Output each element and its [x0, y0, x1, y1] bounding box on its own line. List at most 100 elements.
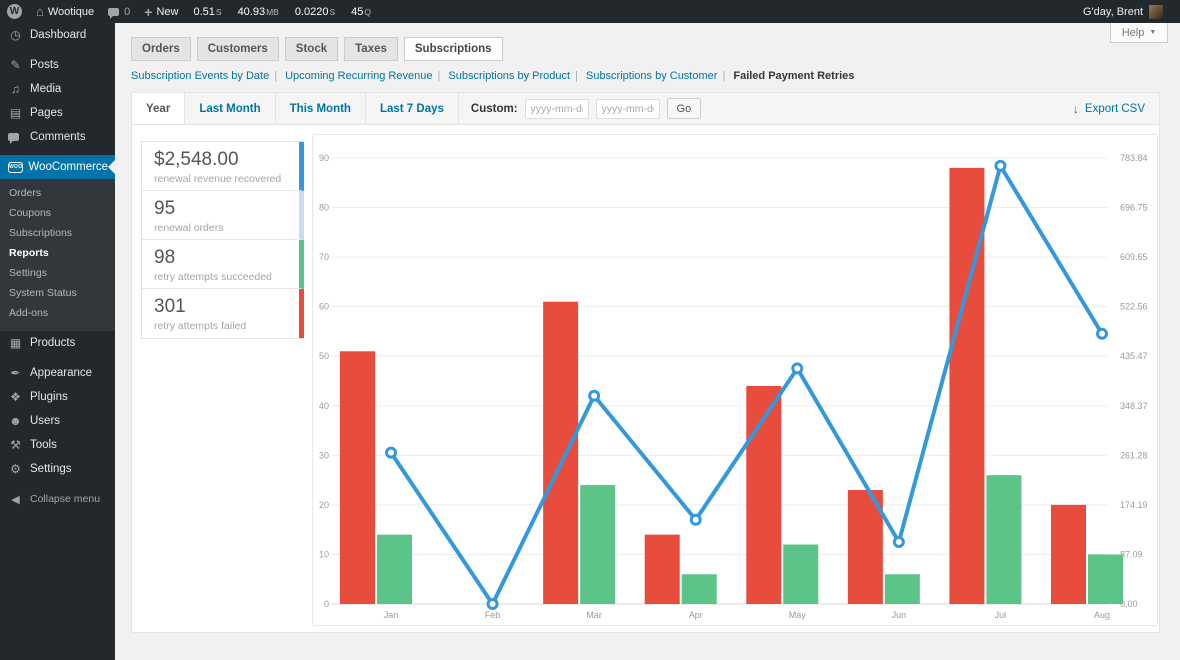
svg-text:0: 0 — [324, 599, 329, 609]
legend-retry-attempts-failed[interactable]: 301 retry attempts failed — [142, 289, 304, 338]
svg-text:Jun: Jun — [892, 610, 907, 620]
sidebar-item-label: Comments — [30, 131, 86, 143]
subnav-upcoming-recurring-revenue[interactable]: Upcoming Recurring Revenue — [285, 70, 433, 82]
go-button[interactable]: Go — [666, 98, 702, 119]
report-panel: Year Last Month This Month Last 7 Days C… — [131, 92, 1160, 633]
report-tabs: Orders Customers Stock Taxes Subscriptio… — [115, 23, 1180, 61]
tab-subscriptions[interactable]: Subscriptions — [403, 37, 503, 61]
products-icon: ▦ — [9, 336, 22, 350]
legend-label: retry attempts failed — [154, 319, 247, 332]
site-link[interactable]: ⌂ Wootique — [29, 0, 101, 23]
sidebar-item-comments[interactable]: Comments — [0, 125, 115, 149]
sidebar-item-products[interactable]: ▦ Products — [0, 331, 115, 355]
legend-label: renewal orders — [154, 221, 224, 234]
legend-value: 98 — [154, 247, 176, 268]
submenu-item-reports[interactable]: Reports — [9, 247, 49, 259]
new-content-button[interactable]: + New — [137, 0, 185, 23]
svg-text:May: May — [789, 610, 807, 620]
sidebar-item-media[interactable]: ♫ Media — [0, 77, 115, 101]
svg-text:522.56: 522.56 — [1120, 302, 1148, 312]
retries-chart[interactable]: 0 0.00 10 87.09 20 174.19 30 261.28 40 348.37 50 43… — [312, 134, 1158, 626]
range-tab-this-month[interactable]: This Month — [276, 93, 366, 124]
tab-customers[interactable]: Customers — [196, 37, 279, 61]
sidebar-item-plugins[interactable]: ❖ Plugins — [0, 385, 115, 409]
date-from-input[interactable] — [524, 98, 589, 119]
svg-text:87.09: 87.09 — [1120, 549, 1143, 559]
sidebar-item-posts[interactable]: ✎ Posts — [0, 53, 115, 77]
users-icon: ☻ — [9, 414, 22, 428]
comments-icon — [8, 130, 23, 144]
collapse-arrow-icon: ◀ — [11, 493, 20, 506]
report-body: $2,548.00 renewal revenue recovered 95 r… — [132, 125, 1159, 633]
svg-text:20: 20 — [319, 500, 329, 510]
perf-unit: MB — [266, 6, 279, 17]
help-button[interactable]: Help ▼ — [1110, 23, 1168, 43]
submenu-item-add-ons[interactable]: Add-ons — [9, 307, 49, 319]
sidebar-item-label: Tools — [30, 439, 57, 451]
plus-icon: + — [144, 3, 153, 20]
svg-text:Apr: Apr — [689, 610, 703, 620]
perf-value: 45 — [351, 5, 364, 18]
legend-value: 95 — [154, 198, 176, 219]
submenu-item-system-status[interactable]: System Status — [9, 287, 77, 299]
chart-canvas[interactable]: 0 0.00 10 87.09 20 174.19 30 261.28 40 348.37 50 43… — [313, 135, 1157, 625]
tab-stock[interactable]: Stock — [284, 37, 339, 61]
perf-stat-queries[interactable]: 45 Q — [343, 0, 379, 23]
subnav-separator: | — [437, 70, 441, 82]
sidebar-item-label: Products — [30, 337, 76, 349]
legend-value: 301 — [154, 296, 186, 317]
svg-text:Jan: Jan — [384, 610, 399, 620]
subnav-subscriptions-by-product[interactable]: Subscriptions by Product — [448, 70, 571, 82]
subnav-subscription-events-by-date[interactable]: Subscription Events by Date — [131, 70, 270, 82]
export-csv-link[interactable]: ↓ Export CSV — [1059, 93, 1159, 124]
tab-orders[interactable]: Orders — [131, 37, 191, 61]
comment-bubble-icon — [108, 7, 120, 19]
comments-shortcut[interactable]: 0 — [101, 0, 137, 23]
download-icon: ↓ — [1072, 101, 1079, 116]
range-tab-last-7-days[interactable]: Last 7 Days — [366, 93, 459, 124]
subnav-failed-payment-retries: Failed Payment Retries — [733, 70, 855, 82]
sidebar-item-label: Appearance — [30, 367, 93, 379]
perf-unit: Q — [364, 6, 372, 17]
perf-stat-memory[interactable]: 40.93 MB — [230, 0, 287, 23]
sidebar-item-label: Pages — [30, 107, 63, 119]
tab-taxes[interactable]: Taxes — [344, 37, 398, 61]
legend-retry-attempts-succeeded[interactable]: 98 retry attempts succeeded — [142, 240, 304, 289]
sidebar-item-appearance[interactable]: ✒ Appearance — [0, 361, 115, 385]
submenu-item-orders[interactable]: Orders — [9, 187, 42, 199]
submenu-item-coupons[interactable]: Coupons — [9, 207, 52, 219]
sidebar-item-users[interactable]: ☻ Users — [0, 409, 115, 433]
chevron-down-icon: ▼ — [1149, 29, 1157, 36]
submenu-item-settings[interactable]: Settings — [9, 267, 47, 279]
date-to-input[interactable] — [595, 98, 660, 119]
range-tab-last-month[interactable]: Last Month — [185, 93, 276, 124]
wordpress-logo-icon: W — [7, 4, 22, 19]
pages-icon: ▤ — [9, 106, 22, 120]
new-label: New — [156, 5, 179, 18]
settings-icon: ⚙ — [10, 462, 21, 476]
appearance-icon: ✒ — [10, 366, 21, 380]
svg-text:70: 70 — [319, 252, 329, 262]
legend-renewal-revenue-recovered[interactable]: $2,548.00 renewal revenue recovered — [142, 142, 304, 191]
user-avatar — [1149, 4, 1163, 19]
collapse-menu-button[interactable]: ◀ Collapse menu — [0, 487, 115, 511]
submenu-item-subscriptions[interactable]: Subscriptions — [9, 227, 73, 239]
svg-text:783.84: 783.84 — [1120, 153, 1148, 163]
woocommerce-submenu: Orders Coupons Subscriptions Reports Set… — [0, 179, 115, 331]
sidebar-item-label: Media — [30, 83, 62, 95]
sidebar-item-settings[interactable]: ⚙ Settings — [0, 457, 115, 481]
subnav-subscriptions-by-customer[interactable]: Subscriptions by Customer — [585, 70, 718, 82]
range-tab-year[interactable]: Year — [132, 93, 186, 124]
my-account-menu[interactable]: G'day, Brent — [1076, 0, 1180, 23]
sidebar-item-tools[interactable]: ⚒ Tools — [0, 433, 115, 457]
wp-logo-menu[interactable]: W — [0, 0, 29, 23]
perf-stat-querytime[interactable]: 0.0220 S — [287, 0, 343, 23]
sidebar-item-woocommerce[interactable]: WOO WooCommerce — [0, 155, 115, 179]
sidebar-item-label: Plugins — [30, 391, 68, 403]
sidebar-item-label: Users — [30, 415, 61, 427]
legend-renewal-orders[interactable]: 95 renewal orders — [142, 191, 304, 240]
svg-text:Feb: Feb — [485, 610, 501, 620]
sidebar-item-dashboard[interactable]: ◷ Dashboard — [0, 23, 115, 47]
perf-stat-time[interactable]: 0.51 S — [185, 0, 229, 23]
sidebar-item-pages[interactable]: ▤ Pages — [0, 101, 115, 125]
